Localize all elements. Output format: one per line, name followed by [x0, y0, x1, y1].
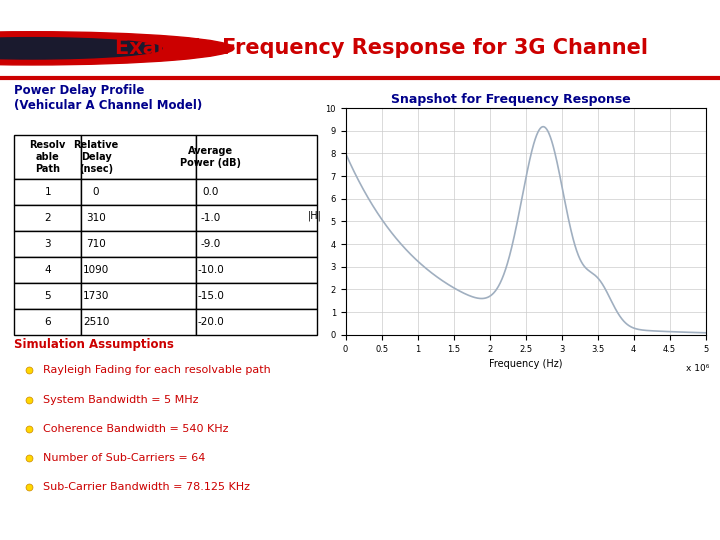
X-axis label: Frequency (Hz): Frequency (Hz)	[489, 359, 562, 369]
Text: Average
Power (dB): Average Power (dB)	[181, 146, 241, 168]
Text: Simulation Assumptions: Simulation Assumptions	[14, 338, 174, 351]
Text: 5: 5	[45, 291, 51, 301]
Circle shape	[0, 32, 234, 65]
Circle shape	[0, 38, 162, 59]
Text: -1.0: -1.0	[201, 213, 221, 223]
Bar	[81, 257, 196, 283]
Bar	[14, 283, 81, 309]
Bar	[81, 205, 196, 231]
Text: Snapshot for Frequency Response: Snapshot for Frequency Response	[392, 93, 631, 106]
Text: Coherence Bandwidth = 540 KHz: Coherence Bandwidth = 540 KHz	[43, 424, 229, 434]
Bar	[14, 257, 81, 283]
Text: 2: 2	[45, 213, 51, 223]
Text: Resolv
able
Path: Resolv able Path	[30, 140, 66, 173]
Bar	[196, 257, 317, 283]
Text: -15.0: -15.0	[197, 291, 225, 301]
Text: 0.0: 0.0	[203, 187, 219, 197]
Bar	[14, 135, 81, 179]
Text: 1090: 1090	[83, 265, 109, 275]
Text: Example Frequency Response for 3G Channel: Example Frequency Response for 3G Channe…	[115, 38, 648, 58]
Text: -10.0: -10.0	[197, 265, 225, 275]
Bar	[196, 283, 317, 309]
Text: 10: 10	[690, 524, 706, 534]
Bar	[14, 205, 81, 231]
Bar	[196, 231, 317, 257]
Bar	[81, 135, 196, 179]
Bar	[196, 309, 317, 335]
Text: 310: 310	[86, 213, 106, 223]
Text: 4: 4	[45, 265, 51, 275]
Text: Power Delay Profile
(Vehicular A Channel Model): Power Delay Profile (Vehicular A Channel…	[14, 84, 202, 112]
Bar	[14, 179, 81, 205]
Text: 710: 710	[86, 239, 106, 249]
Text: 1730: 1730	[83, 291, 109, 301]
Bar	[81, 231, 196, 257]
Text: 3: 3	[45, 239, 51, 249]
Text: Relative
Delay
(nsec): Relative Delay (nsec)	[73, 140, 119, 173]
Text: Sub-Carrier Bandwidth = 78.125 KHz: Sub-Carrier Bandwidth = 78.125 KHz	[43, 482, 250, 492]
Text: 6: 6	[45, 317, 51, 327]
Bar	[14, 231, 81, 257]
Bar	[81, 283, 196, 309]
Bar	[81, 309, 196, 335]
Text: -20.0: -20.0	[197, 317, 225, 327]
Text: 0: 0	[93, 187, 99, 197]
Text: -9.0: -9.0	[201, 239, 221, 249]
Text: Rayleigh Fading for each resolvable path: Rayleigh Fading for each resolvable path	[43, 366, 271, 375]
Bar	[14, 309, 81, 335]
Bar	[196, 179, 317, 205]
Bar	[81, 179, 196, 205]
Text: x 10⁶: x 10⁶	[686, 364, 709, 373]
Bar	[196, 205, 317, 231]
Text: © Tallal Elshabrawy: © Tallal Elshabrawy	[14, 524, 112, 534]
Y-axis label: |H|: |H|	[307, 211, 321, 221]
Bar	[196, 135, 317, 179]
Text: Number of Sub-Carriers = 64: Number of Sub-Carriers = 64	[43, 453, 205, 463]
Text: System Bandwidth = 5 MHz: System Bandwidth = 5 MHz	[43, 395, 199, 404]
Text: 1: 1	[45, 187, 51, 197]
Text: 2510: 2510	[83, 317, 109, 327]
